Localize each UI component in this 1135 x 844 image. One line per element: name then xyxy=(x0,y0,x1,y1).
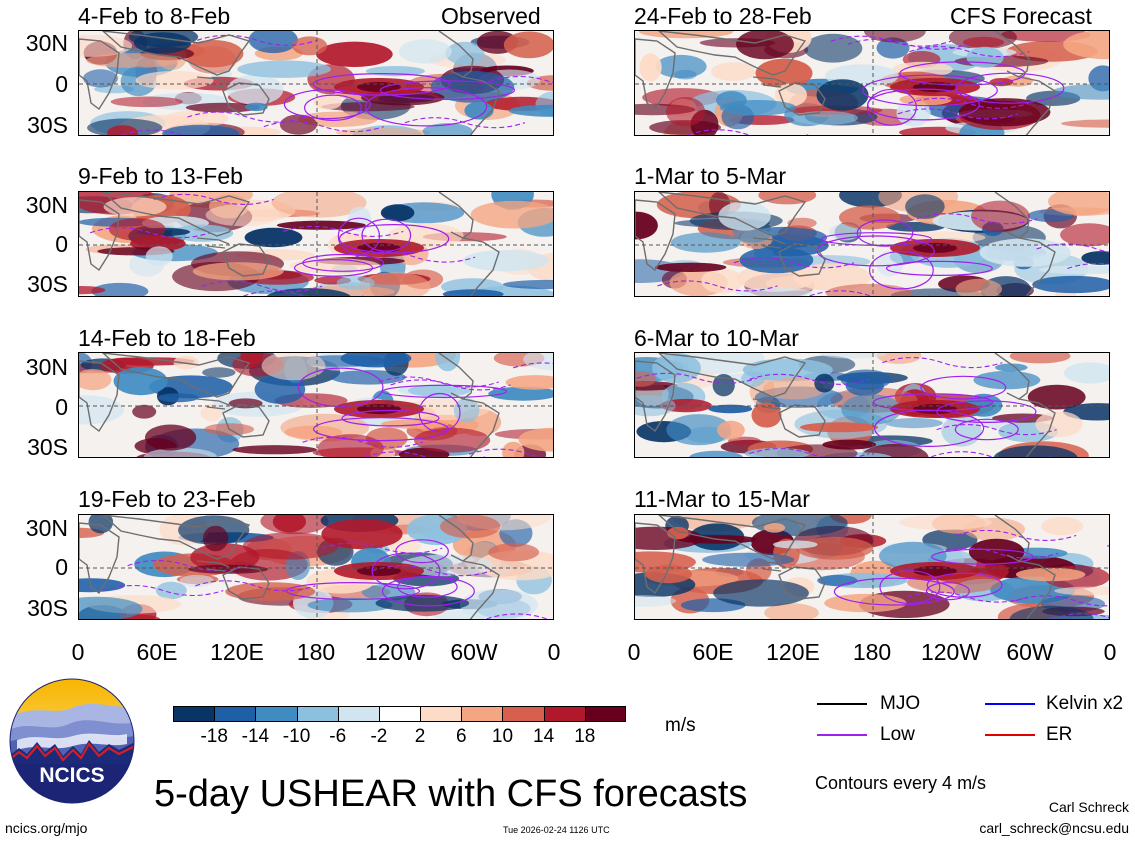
lon-label: 60E xyxy=(692,639,734,665)
colorbar-swatch xyxy=(296,706,339,722)
legend-label-kelvin: Kelvin x2 xyxy=(1046,693,1124,714)
lat-label-eq: 0 xyxy=(55,554,68,580)
lat-label-30n: 30N xyxy=(25,515,68,541)
colorbar-tick-label: -14 xyxy=(241,726,270,747)
panel-title-1: 4-Feb to 8-Feb xyxy=(78,3,231,29)
map-panel-5 xyxy=(634,30,1110,136)
lat-label-30s: 30S xyxy=(27,595,68,621)
legend-label-mjo: MJO xyxy=(880,693,921,714)
map-panel-7 xyxy=(634,352,1110,458)
colorbar-swatch xyxy=(255,706,298,722)
lon-label: 0 xyxy=(627,639,641,665)
lon-label: 60E xyxy=(136,639,178,665)
colorbar-tick-label: 14 xyxy=(533,726,555,747)
lon-label: 60W xyxy=(1006,639,1054,665)
author-name: Carl Schreck xyxy=(1048,799,1129,815)
ushear-map-3 xyxy=(79,353,553,457)
colorbar-swatch xyxy=(378,706,421,722)
legend-line-kelvin xyxy=(985,703,1035,705)
map-panel-8 xyxy=(634,514,1110,620)
colorbar-swatch xyxy=(173,706,215,722)
legend-line-mjo xyxy=(817,703,867,705)
ushear-map-6 xyxy=(635,192,1109,296)
legend-line-low xyxy=(817,734,867,736)
panel-title-2: 9-Feb to 13-Feb xyxy=(78,163,243,189)
colorbar-tick-label: 6 xyxy=(455,726,467,747)
colorbar xyxy=(173,706,627,722)
legend-label-low: Low xyxy=(880,724,915,745)
panel-title-4: 19-Feb to 23-Feb xyxy=(78,486,256,512)
colorbar-swatch xyxy=(502,706,545,722)
lon-label: 180 xyxy=(296,639,336,665)
colorbar-tick-label: -6 xyxy=(329,726,347,747)
panel-title-6: 1-Mar to 5-Mar xyxy=(634,163,787,189)
colorbar-tick-label: 18 xyxy=(574,726,596,747)
colorbar-tick-label: -10 xyxy=(282,726,311,747)
contour-note: Contours every 4 m/s xyxy=(815,773,987,793)
panel-title-5: 24-Feb to 28-Feb xyxy=(634,3,812,29)
lat-label-30s: 30S xyxy=(27,271,68,297)
lon-label: 120W xyxy=(364,639,426,665)
colorbar-swatch xyxy=(420,706,462,722)
lat-label-30s: 30S xyxy=(27,112,68,138)
colorbar-tick-label: -18 xyxy=(200,726,228,747)
ushear-map-1 xyxy=(79,31,553,135)
colorbar-tick-label: 10 xyxy=(491,726,514,747)
lon-label: 180 xyxy=(852,639,892,665)
figure-title: 5-day USHEAR with CFS forecasts xyxy=(154,773,748,815)
ushear-map-5 xyxy=(635,31,1109,135)
source-url: ncics.org/mjo xyxy=(5,820,88,836)
map-panel-3 xyxy=(78,352,554,458)
lon-label: 120E xyxy=(766,639,820,665)
panel-tag-cfs-forecast: CFS Forecast xyxy=(950,3,1092,29)
lon-label: 0 xyxy=(547,639,561,665)
ushear-map-7 xyxy=(635,353,1109,457)
lon-label: 60W xyxy=(450,639,498,665)
legend-label-er: ER xyxy=(1046,724,1073,745)
lat-label-eq: 0 xyxy=(55,394,68,420)
colorbar-swatch xyxy=(584,706,627,722)
colorbar-labels: -18 -14 -10 -6 -2 2 6 10 14 18 xyxy=(173,727,626,747)
lon-label: 0 xyxy=(71,639,85,665)
ncics-logo: NCICS xyxy=(9,678,135,804)
lat-label-30s: 30S xyxy=(27,434,68,460)
lon-label: 120W xyxy=(920,639,982,665)
ncics-logo-icon: NCICS xyxy=(9,678,135,804)
ushear-map-4 xyxy=(79,515,553,619)
map-panel-4 xyxy=(78,514,554,620)
lon-label: 120E xyxy=(210,639,264,665)
author-email: carl_schreck@ncsu.edu xyxy=(979,820,1129,836)
map-panel-2 xyxy=(78,191,554,297)
colorbar-swatch xyxy=(543,706,586,722)
lat-label-eq: 0 xyxy=(55,231,68,257)
timestamp: Tue 2026-02-24 1126 UTC xyxy=(503,825,610,835)
map-panel-6 xyxy=(634,191,1110,297)
colorbar-units: m/s xyxy=(665,715,696,736)
panel-title-8: 11-Mar to 15-Mar xyxy=(634,486,810,512)
legend-line-er xyxy=(985,734,1035,736)
lat-label-eq: 0 xyxy=(55,71,68,97)
ushear-map-8 xyxy=(635,515,1109,619)
colorbar-swatch xyxy=(337,706,380,722)
ushear-map-2 xyxy=(79,192,553,296)
panel-title-3: 14-Feb to 18-Feb xyxy=(78,325,256,351)
lon-label: 0 xyxy=(1103,639,1117,665)
colorbar-swatch xyxy=(214,706,256,722)
lat-label-30n: 30N xyxy=(25,192,68,218)
panel-tag-observed: Observed xyxy=(441,3,541,29)
colorbar-tick-label: -2 xyxy=(370,726,388,747)
colorbar-swatch xyxy=(461,706,503,722)
map-panel-1 xyxy=(78,30,554,136)
lat-label-30n: 30N xyxy=(25,354,68,380)
panel-title-7: 6-Mar to 10-Mar xyxy=(634,325,799,351)
lat-label-30n: 30N xyxy=(25,30,68,56)
logo-text: NCICS xyxy=(39,764,104,787)
colorbar-tick-label: 2 xyxy=(414,726,426,747)
